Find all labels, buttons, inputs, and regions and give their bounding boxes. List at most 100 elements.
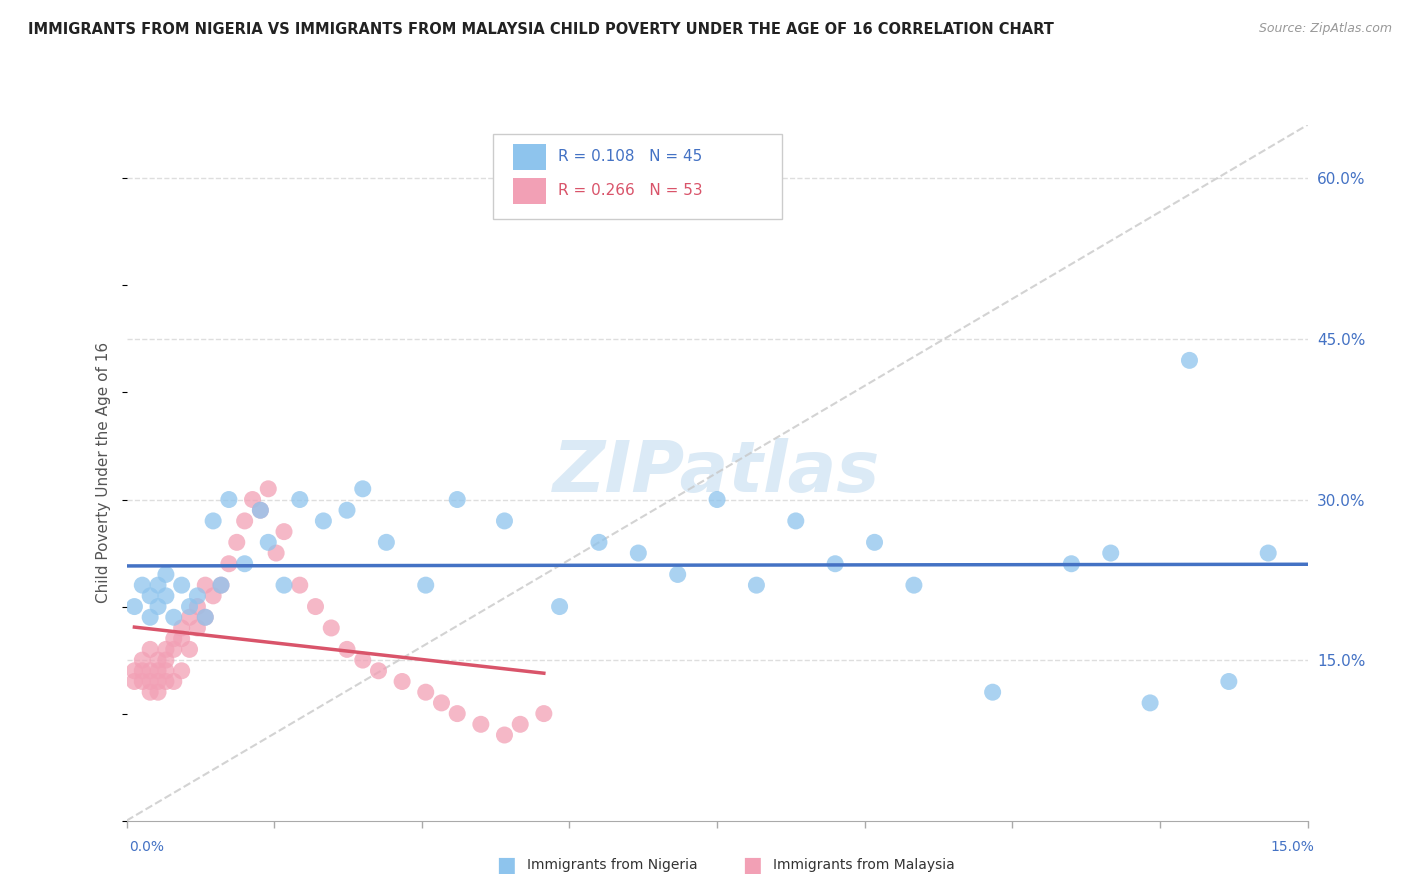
Point [179,642,201,657]
Point [981,685,1004,699]
Point [179,610,201,624]
Point [257,535,280,549]
Text: R = 0.108   N = 45: R = 0.108 N = 45 [558,149,702,164]
Point [415,578,437,592]
Point [170,621,193,635]
Text: IMMIGRANTS FROM NIGERIA VS IMMIGRANTS FROM MALAYSIA CHILD POVERTY UNDER THE AGE : IMMIGRANTS FROM NIGERIA VS IMMIGRANTS FR… [28,22,1054,37]
Point [194,578,217,592]
Point [706,492,728,507]
Point [155,664,177,678]
Point [903,578,925,592]
Point [264,546,287,560]
Point [139,685,162,699]
Point [304,599,326,614]
Point [146,599,169,614]
Point [249,503,271,517]
Point [225,535,247,549]
FancyBboxPatch shape [492,134,782,219]
Point [124,674,146,689]
Point [321,621,343,635]
Point [1139,696,1161,710]
Text: ZIPatlas: ZIPatlas [554,438,880,508]
Point [312,514,335,528]
Text: 0.0%: 0.0% [129,840,165,855]
Point [666,567,689,582]
Point [367,664,389,678]
Point [1178,353,1201,368]
Text: 15.0%: 15.0% [1271,840,1315,855]
Point [218,492,240,507]
Point [155,642,177,657]
Point [155,589,177,603]
Point [627,546,650,560]
Text: ■: ■ [742,855,762,875]
Point [288,492,311,507]
Text: R = 0.266   N = 53: R = 0.266 N = 53 [558,184,702,199]
Point [824,557,846,571]
Point [202,514,225,528]
Point [336,642,359,657]
Point [155,653,177,667]
Point [170,632,193,646]
Point [139,642,162,657]
Point [1060,557,1083,571]
Point [218,557,240,571]
Point [163,674,186,689]
Point [336,503,359,517]
Point [446,492,468,507]
Point [209,578,232,592]
Point [131,664,153,678]
Point [146,653,169,667]
Point [785,514,807,528]
Text: Immigrants from Nigeria: Immigrants from Nigeria [527,858,697,872]
Point [155,674,177,689]
Point [194,610,217,624]
Point [257,482,280,496]
Point [273,578,295,592]
Point [863,535,886,549]
Point [494,728,516,742]
Point [163,642,186,657]
Point [249,503,271,517]
Point [391,674,413,689]
Point [233,514,256,528]
Point [209,578,232,592]
Point [146,664,169,678]
Point [1257,546,1279,560]
Point [146,685,169,699]
Point [242,492,264,507]
Point [415,685,437,699]
Point [745,578,768,592]
Point [131,578,153,592]
Point [533,706,555,721]
Point [375,535,398,549]
Text: Immigrants from Malaysia: Immigrants from Malaysia [773,858,955,872]
Point [446,706,468,721]
Point [163,632,186,646]
Point [494,514,516,528]
Point [470,717,492,731]
FancyBboxPatch shape [513,178,546,204]
Point [170,578,193,592]
Point [202,589,225,603]
Point [163,610,186,624]
Point [1218,674,1240,689]
Point [430,696,453,710]
Point [139,589,162,603]
Point [170,664,193,678]
Point [588,535,610,549]
Point [186,589,208,603]
Point [139,610,162,624]
Point [288,578,311,592]
Point [186,621,208,635]
Y-axis label: Child Poverty Under the Age of 16: Child Poverty Under the Age of 16 [96,343,111,603]
Point [131,653,153,667]
Text: Source: ZipAtlas.com: Source: ZipAtlas.com [1258,22,1392,36]
Point [194,610,217,624]
Point [186,599,208,614]
Point [146,578,169,592]
Point [139,664,162,678]
Point [155,567,177,582]
Point [179,599,201,614]
Text: ■: ■ [496,855,516,875]
